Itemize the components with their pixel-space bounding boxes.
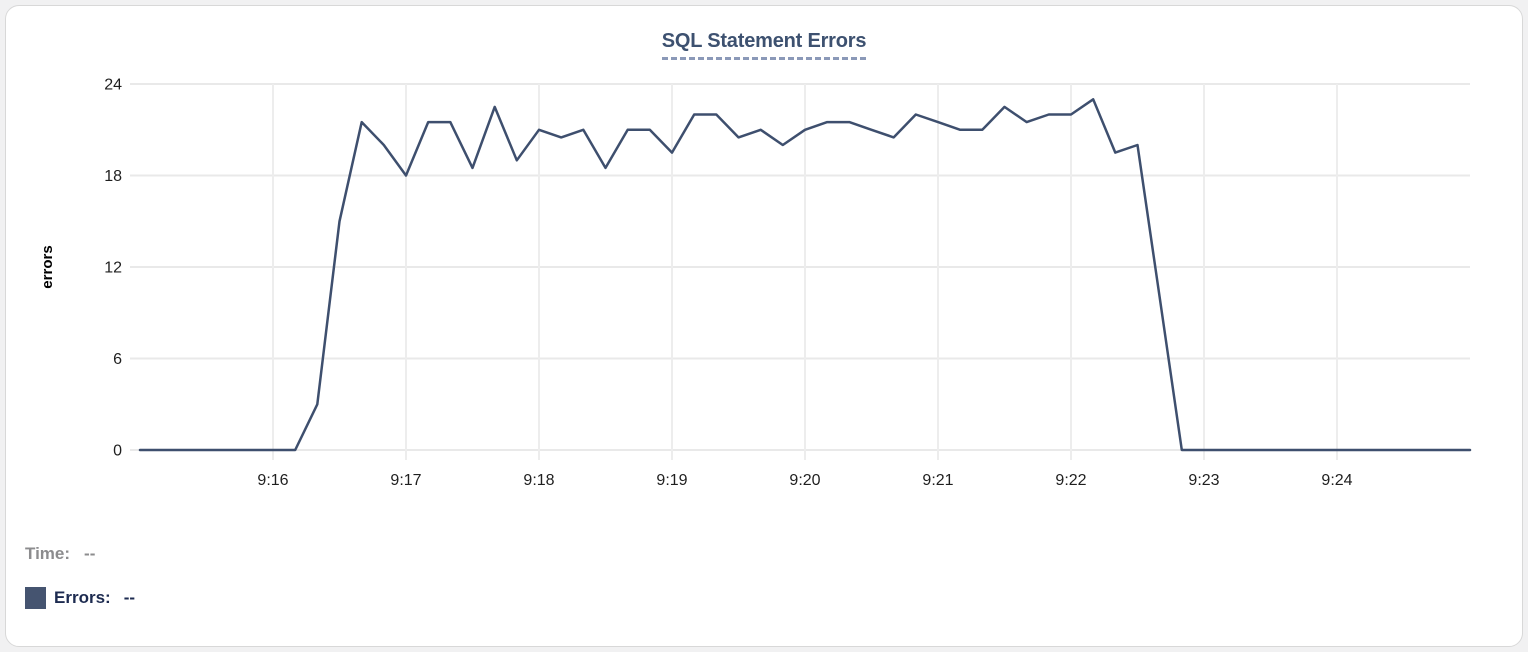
x-tick-label: 9:21 xyxy=(922,472,953,489)
errors-label: Errors: xyxy=(54,588,111,607)
x-tick-label: 9:18 xyxy=(523,472,554,489)
y-tick-label: 6 xyxy=(113,351,122,368)
errors-series-line[interactable] xyxy=(138,98,1472,452)
time-readout-row: Time: -- xyxy=(25,540,135,568)
errors-series-swatch-icon xyxy=(25,587,46,609)
sql-errors-line-chart[interactable]: 0 6 12 18 24 9:16 9:17 9:18 9:19 9:20 9:21 9:22 9:23… xyxy=(6,6,1522,506)
time-label: Time: xyxy=(25,544,71,563)
x-tick-label: 9:24 xyxy=(1321,472,1352,489)
x-tick-label: 9:20 xyxy=(789,472,820,489)
chart-card: SQL Statement Errors 0 6 12 18 24 9:16 9:17 9:1… xyxy=(5,5,1523,647)
time-value: -- xyxy=(84,544,96,563)
chart-title[interactable]: SQL Statement Errors xyxy=(661,30,866,60)
x-tick-label: 9:23 xyxy=(1188,472,1219,489)
x-tick-label: 9:16 xyxy=(257,472,288,489)
y-axis-title: errors xyxy=(39,245,56,288)
y-tick-label: 12 xyxy=(104,260,122,277)
errors-readout-row: Errors: -- xyxy=(25,584,135,612)
x-tick-label: 9:19 xyxy=(656,472,687,489)
errors-value: -- xyxy=(123,588,136,607)
x-tick-label: 9:17 xyxy=(390,472,421,489)
x-tick-label: 9:22 xyxy=(1055,472,1086,489)
y-tick-label: 18 xyxy=(104,168,122,185)
chart-header: SQL Statement Errors xyxy=(6,30,1522,60)
y-tick-label: 0 xyxy=(113,443,122,460)
hover-readout: Time: -- Errors: -- xyxy=(25,540,135,628)
y-tick-label: 24 xyxy=(104,77,122,94)
